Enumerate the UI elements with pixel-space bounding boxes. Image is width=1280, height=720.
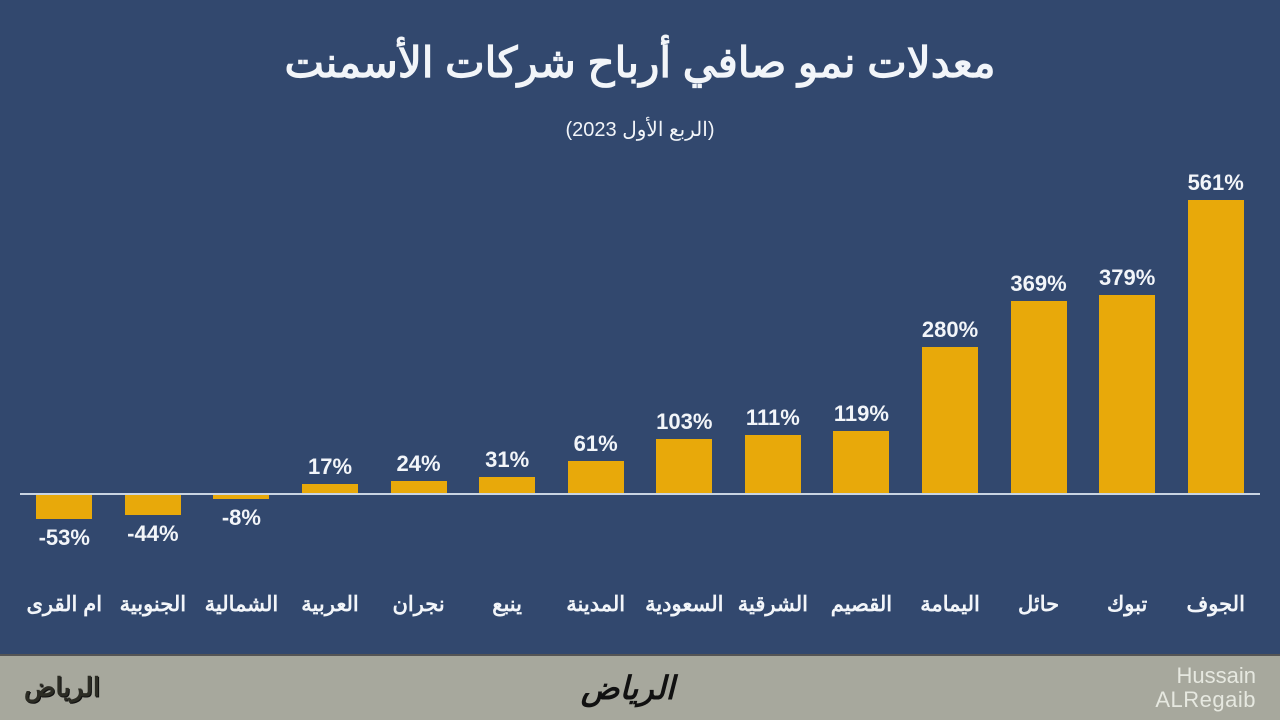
bar-value-label: 61% bbox=[574, 431, 618, 457]
center-logo: الرياض bbox=[581, 669, 675, 707]
footer: Hussain ALRegaib الرياض الرياض bbox=[0, 654, 1280, 720]
bar bbox=[568, 461, 624, 493]
bar-value-label: 111% bbox=[746, 405, 800, 431]
bar bbox=[745, 435, 801, 493]
chart-area: معدلات نمو صافي أرباح شركات الأسمنت (الر… bbox=[0, 0, 1280, 654]
x-axis-label: ينبع bbox=[492, 592, 522, 617]
bar bbox=[922, 347, 978, 493]
bar bbox=[479, 477, 535, 493]
bar bbox=[302, 484, 358, 493]
bar-value-label: 369% bbox=[1010, 271, 1066, 297]
bar-value-label: 24% bbox=[397, 451, 441, 477]
x-axis-label: تبوك bbox=[1107, 592, 1147, 617]
bar bbox=[1099, 295, 1155, 493]
chart-subtitle: (الربع الأول 2023) bbox=[20, 117, 1260, 142]
x-axis-label: ام القرى bbox=[27, 592, 103, 617]
bar bbox=[656, 439, 712, 493]
x-axis-label: السعودية bbox=[645, 592, 723, 617]
bar-value-label: -44% bbox=[127, 521, 178, 547]
baseline bbox=[20, 493, 1260, 495]
author-line2: ALRegaib bbox=[1155, 688, 1256, 712]
bar-value-label: 103% bbox=[656, 409, 712, 435]
bar bbox=[1188, 200, 1244, 493]
bar-value-label: 561% bbox=[1188, 170, 1244, 196]
bar bbox=[833, 431, 889, 493]
x-axis-label: اليمامة bbox=[920, 592, 980, 617]
left-logo: الرياض bbox=[24, 673, 100, 703]
bar-value-label: 119% bbox=[834, 401, 889, 427]
x-axis-label: الشمالية bbox=[205, 592, 279, 617]
x-axis-label: الجوف bbox=[1187, 592, 1245, 617]
x-axis-label: العربية bbox=[301, 592, 358, 617]
x-axis-label: المدينة bbox=[566, 592, 625, 617]
x-axis-label: الجنوبية bbox=[120, 592, 186, 617]
author-credit: Hussain ALRegaib bbox=[1155, 664, 1256, 712]
chart-title: معدلات نمو صافي أرباح شركات الأسمنت bbox=[20, 38, 1260, 87]
bar bbox=[36, 495, 92, 519]
bar bbox=[391, 481, 447, 494]
bar-value-label: 31% bbox=[485, 447, 529, 473]
bar bbox=[125, 495, 181, 515]
x-axis-label: الشرقية bbox=[738, 592, 808, 617]
bar-value-label: -8% bbox=[222, 505, 261, 531]
bar-value-label: 280% bbox=[922, 317, 978, 343]
x-axis-label: نجران bbox=[392, 592, 444, 617]
bar-value-label: -53% bbox=[39, 525, 90, 551]
bar bbox=[1011, 301, 1067, 494]
x-axis-label: حائل bbox=[1018, 592, 1059, 617]
bar-value-label: 379% bbox=[1099, 265, 1155, 291]
author-line1: Hussain bbox=[1155, 664, 1256, 688]
plot-region: 561%الجوف379%تبوك369%حائل280%اليمامة119%… bbox=[20, 180, 1260, 574]
bar-value-label: 17% bbox=[308, 454, 352, 480]
bar bbox=[213, 495, 269, 499]
x-axis-label: القصيم bbox=[831, 592, 892, 617]
